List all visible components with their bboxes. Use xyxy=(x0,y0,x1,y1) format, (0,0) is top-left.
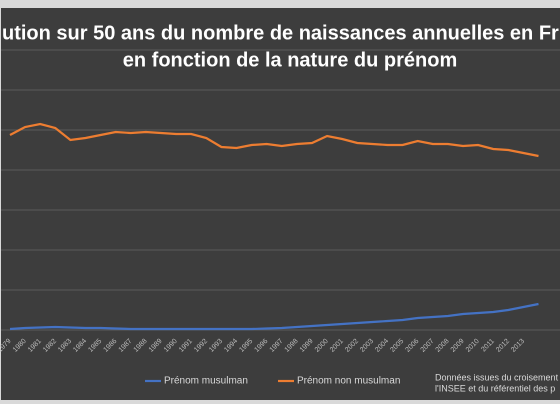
series-line xyxy=(9,122,539,158)
chart-subtitle: en fonction de la nature du prénom xyxy=(123,49,457,71)
legend-label: Prénom non musulman xyxy=(297,376,400,387)
chart-title: ution sur 50 ans du nombre de naissances… xyxy=(2,22,559,44)
series-line xyxy=(9,302,539,331)
note: l'INSEE et du référentiel des p xyxy=(435,383,555,393)
chart-background xyxy=(1,8,560,400)
legend-label: Prénom musulman xyxy=(164,376,248,387)
note: Données issues du croisement xyxy=(435,372,559,382)
